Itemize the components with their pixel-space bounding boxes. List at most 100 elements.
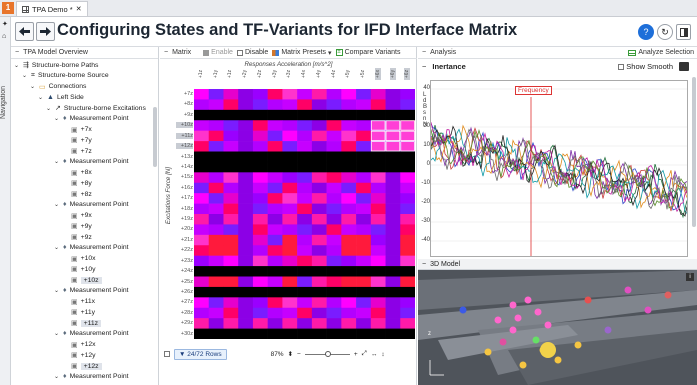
- heatmap-cell[interactable]: [194, 328, 210, 339]
- heatmap-cell[interactable]: [326, 297, 342, 309]
- heatmap-cell[interactable]: [252, 182, 268, 194]
- heatmap-cell[interactable]: [267, 120, 283, 131]
- heatmap-cell[interactable]: [297, 203, 313, 215]
- show-smooth-toggle[interactable]: Show Smooth: [618, 62, 673, 71]
- heatmap-cell[interactable]: [252, 276, 268, 288]
- heatmap-cell[interactable]: [297, 245, 313, 256]
- chevron-down-icon[interactable]: ⌄: [54, 374, 60, 381]
- measurement-sphere[interactable]: [499, 338, 507, 346]
- tree-item[interactable]: ▣ +10z: [62, 275, 102, 285]
- heatmap-cell[interactable]: [208, 172, 224, 184]
- heatmap-cell[interactable]: [311, 172, 327, 184]
- tree-scrollbar[interactable]: [153, 107, 157, 167]
- measurement-sphere[interactable]: [524, 296, 532, 304]
- heatmap-cell[interactable]: [282, 130, 298, 142]
- collapse-icon[interactable]: −: [422, 49, 427, 56]
- heatmap-cell[interactable]: [326, 307, 342, 319]
- tree-item[interactable]: ▣ +12y: [62, 350, 96, 360]
- heatmap-cell[interactable]: [282, 234, 298, 246]
- heatmap-cell[interactable]: [238, 266, 254, 277]
- heatmap-cell[interactable]: [252, 245, 268, 256]
- heatmap-cell[interactable]: [223, 328, 239, 339]
- heatmap-cell[interactable]: [400, 328, 415, 339]
- row-label[interactable]: +26z: [180, 288, 193, 295]
- tree-item[interactable]: ⌄ ⇶ Structure-borne Paths: [14, 60, 98, 70]
- heatmap-cell[interactable]: [326, 193, 342, 204]
- heatmap-cell[interactable]: [341, 120, 357, 131]
- document-tab[interactable]: TPA Demo * ✕: [16, 1, 88, 16]
- heatmap-cell[interactable]: [282, 307, 298, 319]
- heatmap-cell[interactable]: [238, 109, 254, 121]
- heatmap-cell[interactable]: [400, 182, 415, 194]
- heatmap-cell[interactable]: [311, 318, 327, 329]
- heatmap-cell[interactable]: [326, 286, 342, 298]
- heatmap-cell[interactable]: [356, 193, 372, 204]
- column-label[interactable]: +1z: [198, 69, 204, 79]
- selected-cell[interactable]: [400, 120, 415, 131]
- row-label[interactable]: +13z: [180, 153, 193, 160]
- heatmap-cell[interactable]: [385, 266, 401, 277]
- heatmap-cell[interactable]: [194, 286, 210, 298]
- heatmap-cell[interactable]: [194, 141, 210, 152]
- zoom-in-icon[interactable]: +: [353, 350, 358, 358]
- heatmap-cell[interactable]: [282, 318, 298, 329]
- heatmap-cell[interactable]: [326, 109, 342, 121]
- heatmap-cell[interactable]: [356, 307, 372, 319]
- heatmap-cell[interactable]: [252, 318, 268, 329]
- disable-button[interactable]: Disable: [236, 49, 268, 56]
- heatmap-cell[interactable]: [370, 172, 386, 184]
- tree-item[interactable]: ⌄ ♦ Measurement Point: [54, 286, 129, 296]
- heatmap-cell[interactable]: [385, 182, 401, 194]
- heatmap-cell[interactable]: [208, 99, 224, 111]
- collapse-icon[interactable]: −: [422, 62, 427, 71]
- heatmap-cell[interactable]: [194, 224, 210, 236]
- heatmap-cell[interactable]: [267, 307, 283, 319]
- navigation-label[interactable]: Navigation: [0, 85, 7, 119]
- heatmap-cell[interactable]: [341, 255, 357, 267]
- row-label[interactable]: +28z: [180, 309, 193, 316]
- heatmap-cell[interactable]: [311, 276, 327, 288]
- chevron-down-icon[interactable]: ⌄: [30, 84, 36, 90]
- heatmap-cell[interactable]: [282, 328, 298, 339]
- row-label[interactable]: +22z: [180, 247, 193, 254]
- heatmap-cell[interactable]: [252, 99, 268, 111]
- heatmap-cell[interactable]: [223, 318, 239, 329]
- heatmap-cell[interactable]: [208, 182, 224, 194]
- heatmap-cell[interactable]: [194, 120, 210, 131]
- heatmap-cell[interactable]: [311, 224, 327, 236]
- heatmap-cell[interactable]: [267, 130, 283, 142]
- heatmap-cell[interactable]: [238, 120, 254, 131]
- heatmap-cell[interactable]: [385, 203, 401, 215]
- heatmap-cell[interactable]: [311, 297, 327, 309]
- measurement-sphere[interactable]: [534, 308, 542, 316]
- selected-cell[interactable]: [400, 141, 415, 152]
- selected-cell[interactable]: [385, 130, 401, 141]
- heatmap-cell[interactable]: [326, 266, 342, 277]
- heatmap-cell[interactable]: [400, 172, 415, 184]
- column-label[interactable]: +2z: [256, 69, 263, 79]
- measurement-sphere[interactable]: [624, 286, 632, 294]
- heatmap-cell[interactable]: [356, 130, 372, 142]
- tree-item[interactable]: ▣ +12x: [62, 340, 96, 350]
- heatmap-cell[interactable]: [341, 224, 357, 236]
- zoom-stepper-icon[interactable]: ⬍: [287, 351, 294, 358]
- heatmap-cell[interactable]: [267, 182, 283, 194]
- column-label[interactable]: +4y: [315, 69, 322, 79]
- heatmap-cell[interactable]: [252, 224, 268, 236]
- inertance-curve[interactable]: [430, 125, 688, 217]
- measurement-sphere[interactable]: [509, 301, 517, 309]
- frequency-marker-label[interactable]: Frequency: [515, 86, 552, 95]
- plot-canvas[interactable]: [430, 81, 688, 256]
- heatmap-cell[interactable]: [282, 203, 298, 215]
- heatmap-cell[interactable]: [400, 203, 415, 215]
- analysis-scrollbar[interactable]: [692, 77, 696, 227]
- heatmap-cell[interactable]: [326, 203, 342, 215]
- tree-item[interactable]: ⌄ ♦ Measurement Point: [54, 372, 129, 382]
- heatmap-cell[interactable]: [311, 141, 327, 152]
- heatmap-cell[interactable]: [341, 318, 357, 329]
- heatmap-cell[interactable]: [341, 276, 357, 288]
- heatmap-cell[interactable]: [267, 224, 283, 236]
- heatmap-cell[interactable]: [385, 286, 401, 298]
- pin-icon[interactable]: ✦: [2, 21, 8, 28]
- row-label[interactable]: +10z: [176, 122, 193, 129]
